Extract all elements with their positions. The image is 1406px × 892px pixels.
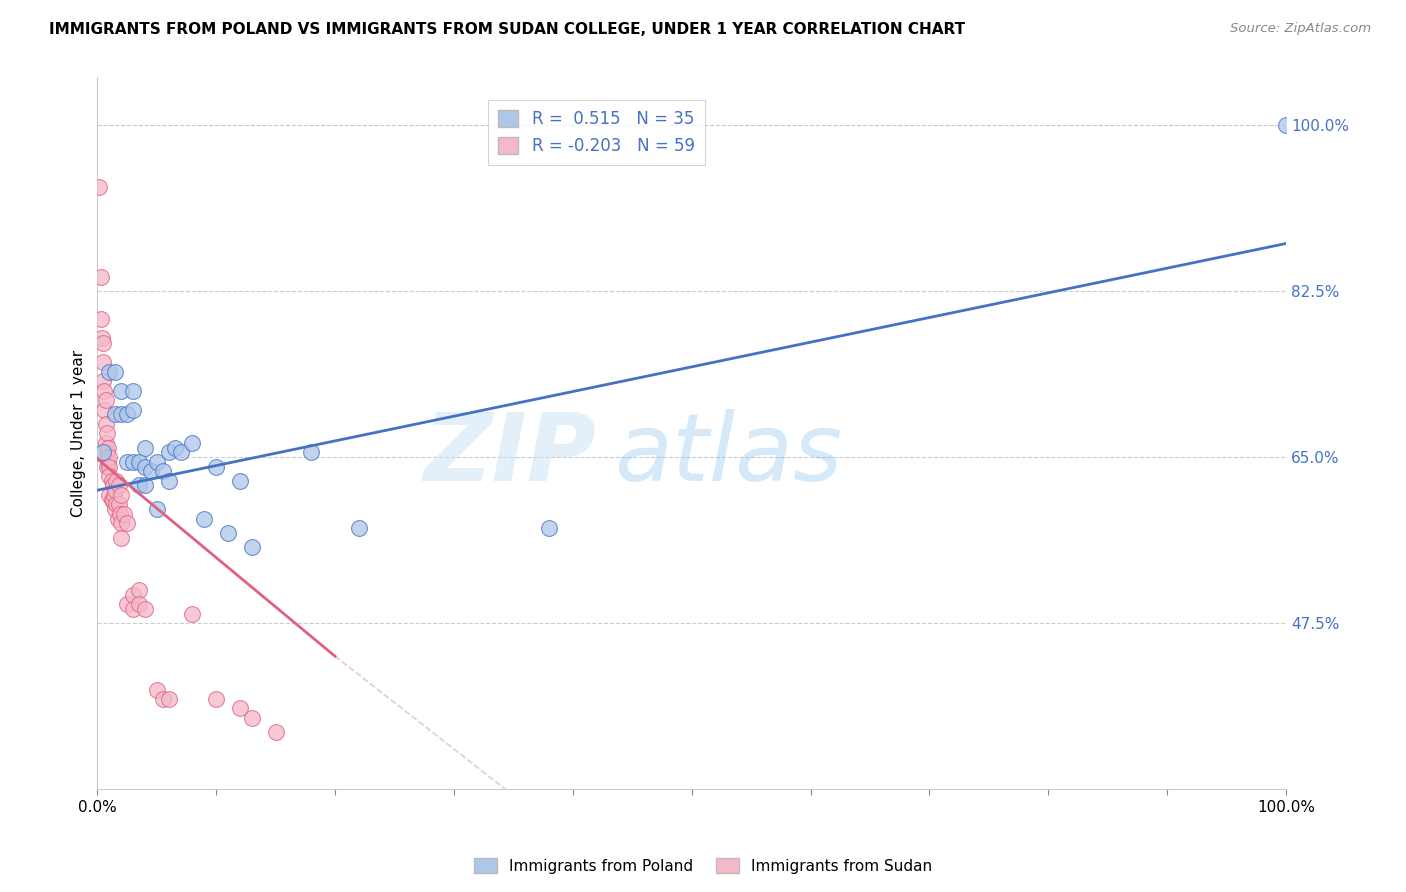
Point bbox=[152, 692, 174, 706]
Point bbox=[205, 459, 228, 474]
Point bbox=[217, 525, 239, 540]
Point bbox=[122, 602, 145, 616]
Point bbox=[347, 521, 370, 535]
Point bbox=[98, 365, 121, 379]
Point bbox=[91, 355, 114, 369]
Point bbox=[108, 507, 131, 521]
Point bbox=[98, 459, 121, 474]
Point bbox=[134, 602, 156, 616]
Point bbox=[105, 498, 128, 512]
Point bbox=[152, 464, 174, 478]
Point bbox=[146, 502, 169, 516]
Point bbox=[134, 478, 156, 492]
Point bbox=[115, 455, 138, 469]
Point bbox=[157, 692, 180, 706]
Point bbox=[104, 483, 127, 498]
Point bbox=[91, 445, 114, 459]
Point bbox=[97, 441, 120, 455]
Point bbox=[107, 478, 129, 492]
Point bbox=[94, 393, 117, 408]
Point bbox=[98, 488, 121, 502]
Point bbox=[93, 384, 115, 398]
Point bbox=[112, 507, 135, 521]
Point bbox=[96, 459, 118, 474]
Point bbox=[105, 474, 128, 488]
Point bbox=[157, 474, 180, 488]
Point bbox=[93, 402, 115, 417]
Point bbox=[110, 384, 132, 398]
Point bbox=[128, 478, 150, 492]
Point bbox=[103, 488, 125, 502]
Point bbox=[128, 597, 150, 611]
Point bbox=[157, 445, 180, 459]
Point bbox=[104, 365, 127, 379]
Point bbox=[128, 455, 150, 469]
Point bbox=[91, 374, 114, 388]
Point bbox=[146, 455, 169, 469]
Point bbox=[94, 417, 117, 431]
Point bbox=[101, 478, 124, 492]
Text: Source: ZipAtlas.com: Source: ZipAtlas.com bbox=[1230, 22, 1371, 36]
Point bbox=[134, 441, 156, 455]
Point bbox=[537, 521, 560, 535]
Point bbox=[139, 464, 162, 478]
Point bbox=[229, 701, 252, 715]
Point bbox=[146, 682, 169, 697]
Point bbox=[122, 455, 145, 469]
Point bbox=[240, 711, 263, 725]
Point bbox=[110, 407, 132, 421]
Point bbox=[181, 435, 204, 450]
Point bbox=[229, 474, 252, 488]
Text: atlas: atlas bbox=[614, 409, 842, 500]
Text: ZIP: ZIP bbox=[423, 409, 596, 500]
Point bbox=[104, 407, 127, 421]
Point bbox=[1275, 118, 1298, 132]
Point bbox=[97, 455, 120, 469]
Point bbox=[163, 441, 186, 455]
Point bbox=[110, 516, 132, 531]
Point bbox=[110, 488, 132, 502]
Point bbox=[98, 469, 121, 483]
Point bbox=[96, 445, 118, 459]
Point bbox=[90, 269, 112, 284]
Point bbox=[134, 459, 156, 474]
Point bbox=[115, 407, 138, 421]
Point bbox=[107, 511, 129, 525]
Point bbox=[181, 607, 204, 621]
Point bbox=[193, 511, 215, 525]
Text: IMMIGRANTS FROM POLAND VS IMMIGRANTS FROM SUDAN COLLEGE, UNDER 1 YEAR CORRELATIO: IMMIGRANTS FROM POLAND VS IMMIGRANTS FRO… bbox=[49, 22, 966, 37]
Point bbox=[299, 445, 322, 459]
Point bbox=[104, 502, 127, 516]
Point bbox=[100, 492, 122, 507]
Point bbox=[100, 474, 122, 488]
Point bbox=[91, 336, 114, 351]
Point bbox=[205, 692, 228, 706]
Point bbox=[87, 179, 110, 194]
Legend: R =  0.515   N = 35, R = -0.203   N = 59: R = 0.515 N = 35, R = -0.203 N = 59 bbox=[488, 100, 704, 165]
Point bbox=[240, 540, 263, 554]
Point bbox=[110, 531, 132, 545]
Y-axis label: College, Under 1 year: College, Under 1 year bbox=[72, 350, 86, 516]
Point bbox=[122, 588, 145, 602]
Point bbox=[115, 516, 138, 531]
Point bbox=[169, 445, 191, 459]
Point bbox=[128, 582, 150, 597]
Point bbox=[94, 435, 117, 450]
Point bbox=[96, 426, 118, 441]
Point bbox=[98, 450, 121, 464]
Point bbox=[122, 402, 145, 417]
Point bbox=[115, 597, 138, 611]
Point bbox=[264, 725, 287, 739]
Point bbox=[101, 492, 124, 507]
Point bbox=[107, 498, 129, 512]
Point bbox=[91, 331, 114, 345]
Legend: Immigrants from Poland, Immigrants from Sudan: Immigrants from Poland, Immigrants from … bbox=[468, 852, 938, 880]
Point bbox=[90, 312, 112, 326]
Point bbox=[122, 384, 145, 398]
